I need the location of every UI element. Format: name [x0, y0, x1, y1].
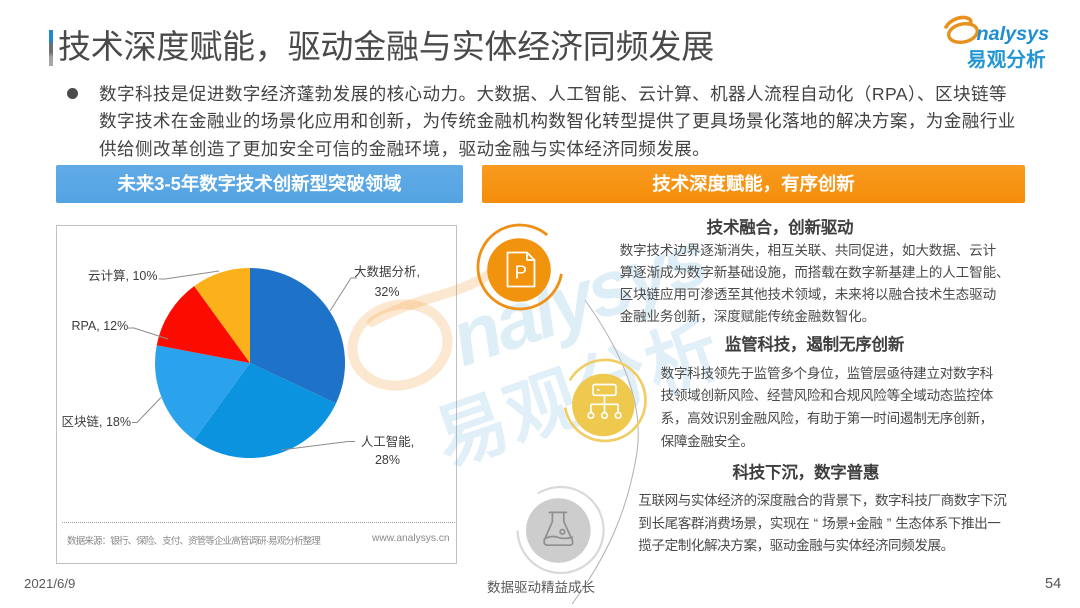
svg-text:P: P: [515, 262, 527, 283]
